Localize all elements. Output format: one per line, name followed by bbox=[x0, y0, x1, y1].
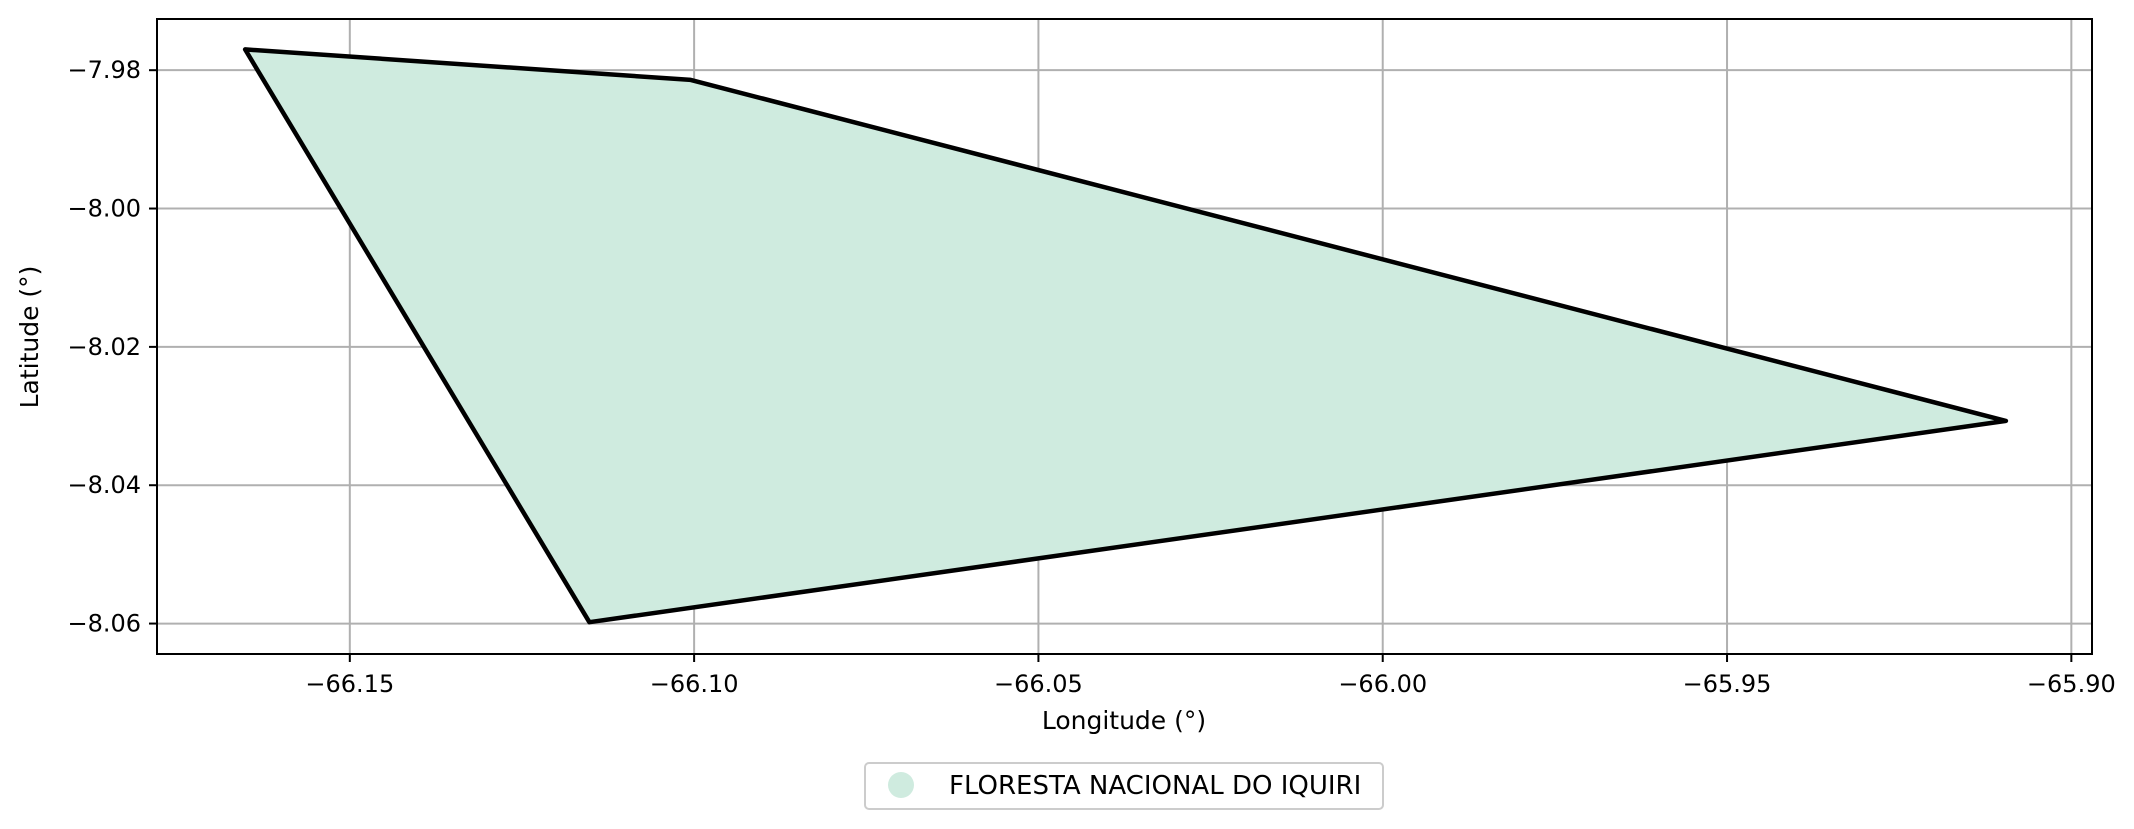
y-tick-label: −8.02 bbox=[67, 333, 141, 361]
legend-marker bbox=[888, 772, 914, 798]
x-tick-label: −66.10 bbox=[650, 670, 739, 698]
polygon-layer bbox=[242, 47, 2009, 625]
protected-area-polygon bbox=[242, 47, 2009, 625]
x-tick-label: −65.95 bbox=[1683, 670, 1772, 698]
y-tick-label: −7.98 bbox=[67, 56, 141, 84]
x-tick-label: −66.05 bbox=[994, 670, 1083, 698]
legend-label: FLORESTA NACIONAL DO IQUIRI bbox=[949, 771, 1361, 801]
y-axis-label: Latitude (°) bbox=[15, 266, 44, 409]
x-axis-ticks: −66.15 −66.10 −66.05 −66.00 −65.95 −65.90 bbox=[305, 654, 2116, 698]
x-tick-label: −66.15 bbox=[305, 670, 394, 698]
legend-frame bbox=[864, 762, 1384, 810]
x-axis-label: Longitude (°) bbox=[1042, 706, 1206, 735]
y-tick-label: −8.06 bbox=[67, 610, 141, 638]
legend: FLORESTA NACIONAL DO IQUIRI bbox=[864, 762, 1384, 810]
y-tick-label: −8.00 bbox=[67, 195, 141, 223]
y-axis-ticks: −7.98 −8.00 −8.02 −8.04 −8.06 bbox=[67, 56, 157, 638]
plot-frame bbox=[156, 18, 2093, 655]
y-tick-label: −8.04 bbox=[67, 471, 141, 499]
x-tick-label: −66.00 bbox=[1338, 670, 1427, 698]
x-tick-label: −65.90 bbox=[2027, 670, 2116, 698]
